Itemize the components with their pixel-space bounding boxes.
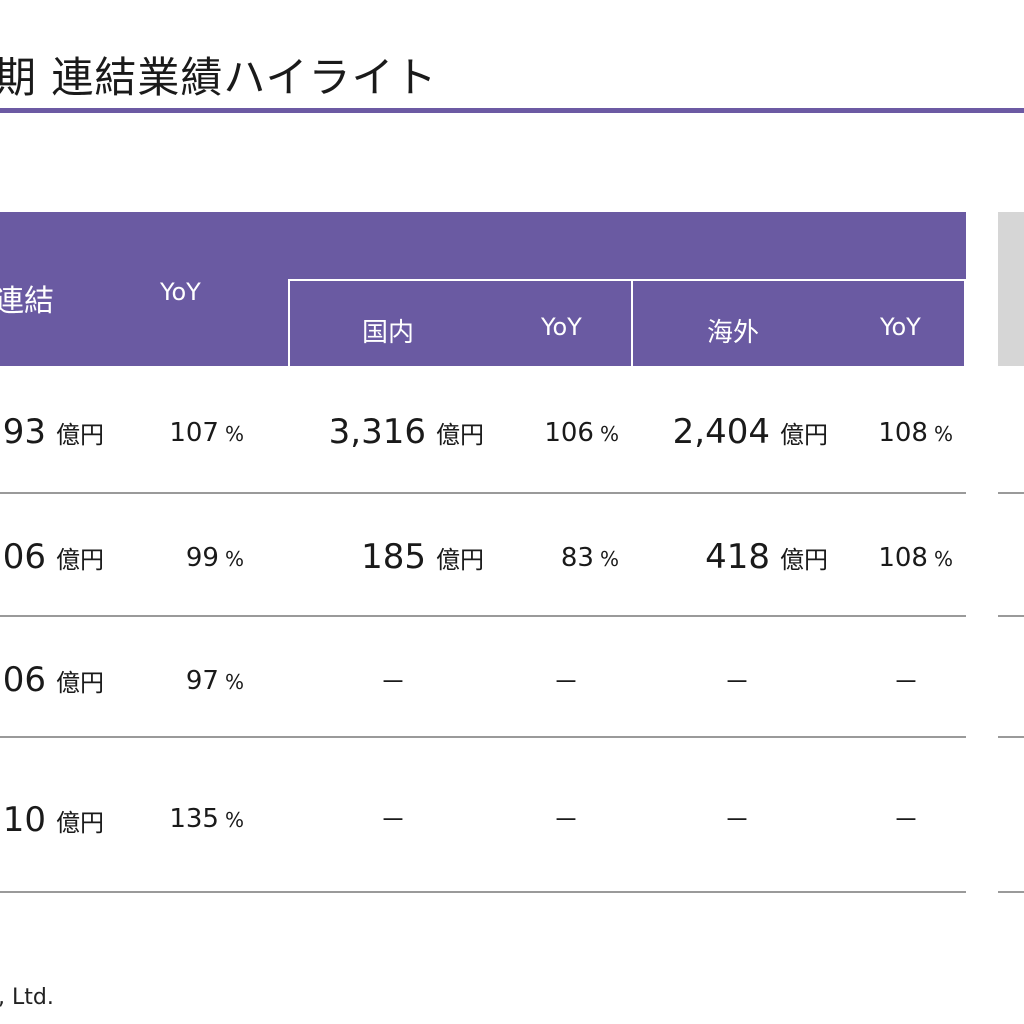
table-row-4-overseas-dash: － (724, 806, 751, 836)
header-overseas-yoy: YoY (880, 313, 921, 341)
row-divider-right (998, 736, 1024, 738)
table-row-3-domestic-dash: － (380, 668, 407, 698)
table-row-4-consolidated: 10 億円 (2, 800, 104, 840)
table-row-2-domestic: 185 億円 (361, 537, 484, 577)
row-divider (0, 891, 966, 893)
header-subdivider (288, 279, 966, 281)
table-row-1-domestic-yoy: 106% (544, 418, 619, 448)
title-underline (0, 108, 1024, 113)
header-vline-right (964, 279, 966, 366)
table-row-1-consolidated-yoy: 107% (169, 418, 244, 448)
table-row-3-overseas-yoy-dash: － (893, 668, 920, 698)
table-row-1-overseas: 2,404 億円 (672, 412, 828, 452)
table-row-1-overseas-yoy: 108% (878, 418, 953, 448)
table-row-2-overseas: 418 億円 (705, 537, 828, 577)
row-divider (0, 736, 966, 738)
table-row-3-consolidated: 06 億円 (2, 660, 104, 700)
table-row-2-consolidated-yoy: 99% (185, 543, 244, 573)
table-row-2-domestic-yoy: 83% (560, 543, 619, 573)
table-row-2-consolidated: 06 億円 (2, 537, 104, 577)
header-vline-domestic (288, 279, 290, 366)
row-divider-right (998, 891, 1024, 893)
table-row-2-overseas-yoy: 108% (878, 543, 953, 573)
table-header (0, 212, 966, 366)
table-row-4-consolidated-yoy: 135% (169, 804, 244, 834)
header-consolidated-yoy: YoY (160, 278, 201, 306)
row-divider (0, 492, 966, 494)
header-overseas: 海外 (707, 318, 760, 348)
side-panel-header (998, 212, 1024, 366)
table-row-3-domestic-yoy-dash: － (553, 668, 580, 698)
page-title: 期 連結業績ハイライト (0, 53, 438, 102)
row-divider (0, 615, 966, 617)
header-consolidated: 連結 (0, 284, 54, 319)
table-row-4-domestic-dash: － (380, 806, 407, 836)
table-row-1-domestic: 3,316 億円 (328, 412, 484, 452)
row-divider-right (998, 615, 1024, 617)
table-row-1-consolidated: 93 億円 (2, 412, 104, 452)
table-row-3-overseas-dash: － (724, 668, 751, 698)
table-row-3-consolidated-yoy: 97% (185, 666, 244, 696)
header-vline-overseas (631, 279, 633, 366)
copyright-footer: , Ltd. (0, 985, 54, 1010)
table-row-4-overseas-yoy-dash: － (893, 806, 920, 836)
header-domestic-yoy: YoY (541, 313, 582, 341)
row-divider-right (998, 492, 1024, 494)
header-domestic: 国内 (362, 318, 415, 348)
table-row-4-domestic-yoy-dash: － (553, 806, 580, 836)
